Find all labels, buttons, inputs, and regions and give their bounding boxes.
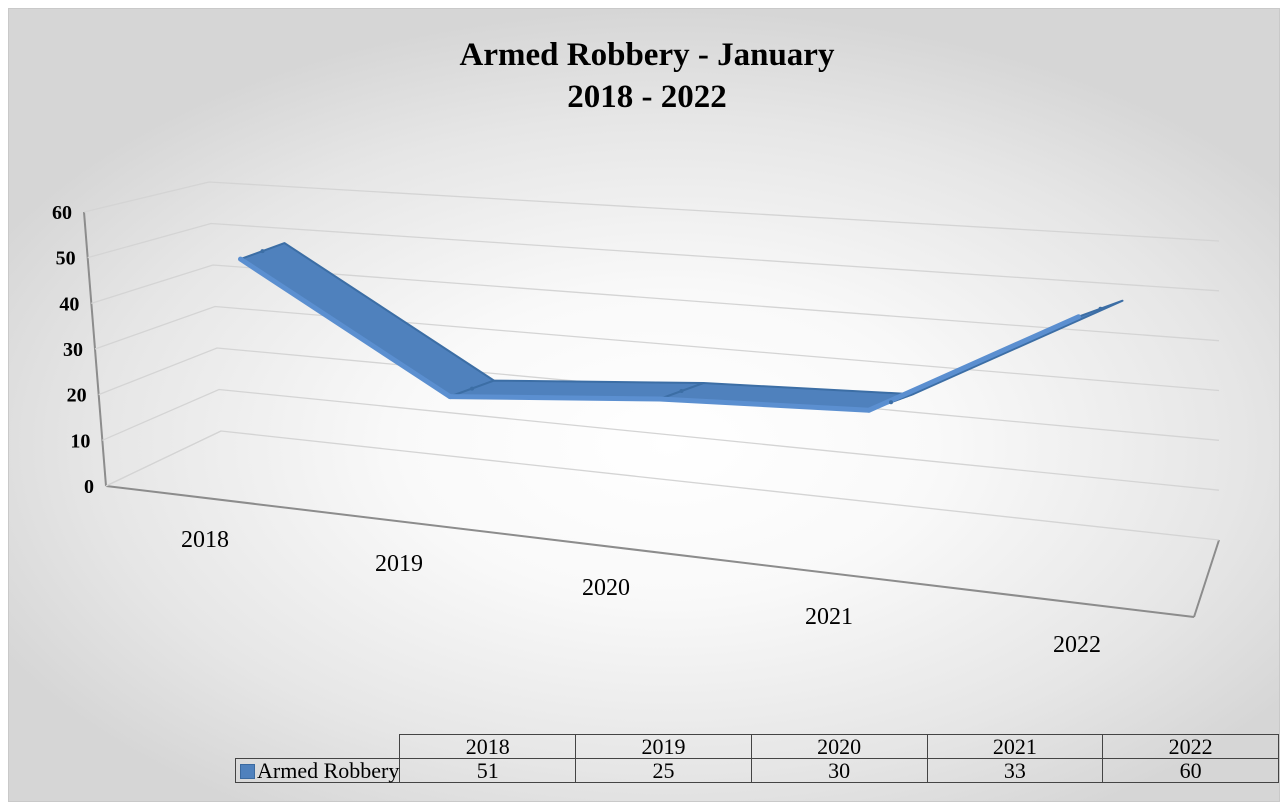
series-ribbon <box>238 242 1124 413</box>
y-tick-label: 40 <box>59 293 79 315</box>
data-table-series-row: Armed Robbery 51 25 30 33 60 <box>234 758 1279 783</box>
y-tick-label: 30 <box>63 339 83 361</box>
data-table-series-label: Armed Robbery <box>234 758 401 783</box>
ribbon-segment <box>239 242 495 398</box>
x-axis-ticks: 2018 2019 2020 2021 2022 <box>181 527 1101 658</box>
ribbon-edge <box>866 314 1081 413</box>
y-tick-label: 60 <box>52 202 72 224</box>
data-table-header-cell: 2020 <box>750 734 928 759</box>
data-table-header-row: 2018 2019 2020 2021 2022 <box>236 734 1279 759</box>
x-tick-label: 2018 <box>181 527 229 553</box>
x-tick-label: 2020 <box>582 575 630 601</box>
ribbon-edge <box>238 256 453 400</box>
data-table-header-cell: 2018 <box>399 734 577 759</box>
data-table: 2018 2019 2020 2021 2022 Armed Robbery 5… <box>234 734 1279 783</box>
chart-walls <box>83 211 1220 618</box>
data-point <box>889 400 893 405</box>
ribbon-edge <box>657 396 872 413</box>
data-point <box>470 386 474 391</box>
x-tick-label: 2021 <box>805 604 853 630</box>
data-point <box>1098 306 1103 311</box>
data-table-value-cell: 25 <box>575 758 752 783</box>
y-tick-label: 0 <box>84 476 94 498</box>
series-name: Armed Robbery <box>257 758 400 783</box>
x-axis-line <box>105 485 1195 618</box>
gridline <box>91 264 1220 342</box>
ribbon-edge <box>447 394 662 402</box>
legend-key-icon <box>240 764 255 779</box>
gridline <box>94 305 1220 392</box>
data-table-value-cell: 30 <box>750 758 928 783</box>
data-table-header-cell: 2019 <box>575 734 752 759</box>
gridlines <box>83 181 1220 541</box>
gridline <box>98 347 1220 441</box>
gridline <box>87 222 1220 292</box>
data-table-value-cell: 33 <box>926 758 1104 783</box>
x-tick-label: 2019 <box>375 551 423 577</box>
data-table-header-cell: 2021 <box>926 734 1104 759</box>
data-point <box>679 389 684 394</box>
data-table-corner <box>236 735 400 759</box>
data-table-value-cell: 60 <box>1102 758 1279 783</box>
gridline <box>105 430 1220 541</box>
floor-right-edge <box>1193 539 1220 618</box>
gridline <box>83 181 1220 242</box>
data-table-header-cell: 2022 <box>1102 734 1279 759</box>
y-axis-ticks: 0 10 20 30 40 50 60 <box>52 202 94 498</box>
y-tick-label: 20 <box>67 385 87 407</box>
y-tick-label: 50 <box>56 248 76 270</box>
chart-svg: 0 10 20 30 40 50 60 2018 2019 2020 2021 2022 Armed… <box>52 37 1220 658</box>
data-table-value-cell: 51 <box>399 758 577 783</box>
chart-area: 0 10 20 30 40 50 60 2018 2019 2020 2021 2022 Armed… <box>8 8 1280 802</box>
y-tick-label: 10 <box>70 430 90 452</box>
x-tick-label: 2022 <box>1053 632 1101 658</box>
data-point <box>260 249 265 254</box>
chart-title-line-1: Armed Robbery - January <box>460 37 835 73</box>
chart-title-line-2: 2018 - 2022 <box>567 79 727 115</box>
gridline <box>102 388 1220 491</box>
